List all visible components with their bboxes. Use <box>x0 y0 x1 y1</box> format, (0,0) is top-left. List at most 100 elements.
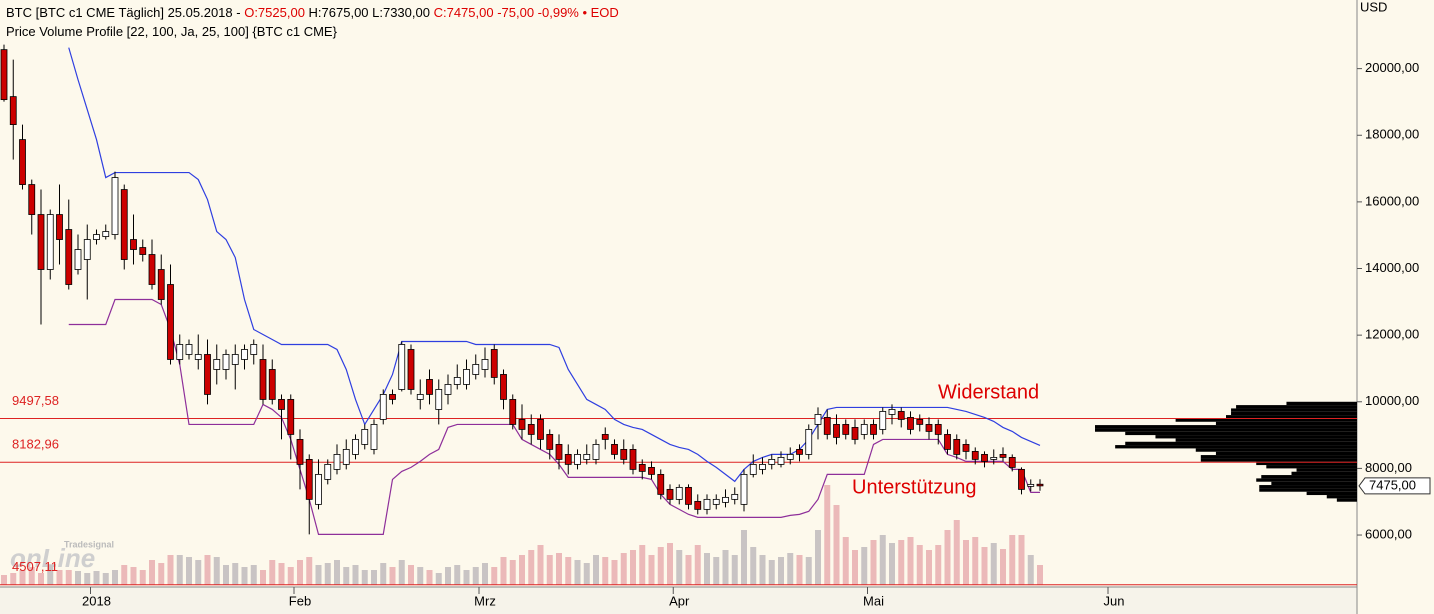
volume-bar <box>990 543 997 585</box>
hline-label: 9497,58 <box>12 393 59 408</box>
candle-body <box>463 369 470 385</box>
volume-bar <box>694 545 701 585</box>
y-unit: USD <box>1360 0 1387 14</box>
volume-bar <box>759 555 766 585</box>
volume-bar <box>805 557 812 585</box>
volume-profile-bar <box>1200 458 1357 462</box>
volume-bar <box>620 553 627 585</box>
candle-body <box>167 284 174 360</box>
volume-bar <box>852 550 858 585</box>
candle-body <box>518 419 526 430</box>
volume-profile-bar <box>1336 498 1357 502</box>
volume-bar <box>269 560 276 585</box>
candle-body <box>0 49 8 101</box>
volume-bar <box>944 530 951 585</box>
volume-bar <box>75 571 81 585</box>
volume-bar <box>1 575 7 585</box>
candle-body <box>250 344 258 355</box>
logo-brand: Tradesignal <box>64 539 114 549</box>
volume-profile-bar <box>1259 488 1357 492</box>
volume-bar <box>1027 555 1034 585</box>
candle-body <box>157 269 165 300</box>
volume-bar <box>926 550 932 585</box>
volume-bar <box>907 537 914 585</box>
volume-bar <box>463 570 470 585</box>
volume-bar <box>639 545 646 585</box>
volume-profile-bar <box>1306 491 1357 496</box>
volume-profile-bar <box>1326 495 1357 499</box>
candle-body <box>870 424 877 435</box>
volume-bar <box>435 573 442 585</box>
candle-body <box>925 424 933 432</box>
volume-bar <box>574 560 581 585</box>
y-tick-label: 6000,00 <box>1365 526 1412 541</box>
candle-body <box>546 434 554 450</box>
candle-body <box>657 473 665 495</box>
candle-body <box>703 498 711 510</box>
candle-body <box>370 424 378 450</box>
volume-bar <box>889 543 895 585</box>
candle-body <box>130 239 137 250</box>
candle-body <box>731 493 739 500</box>
volume-profile-bar <box>1125 441 1357 446</box>
candle-body <box>65 229 73 285</box>
candle-body <box>361 429 369 445</box>
volume-bar <box>630 550 636 585</box>
volume-bar <box>731 555 738 585</box>
volume-bar <box>565 557 572 585</box>
volume-bar <box>176 555 183 585</box>
volume-bar <box>65 570 72 585</box>
candle-body <box>444 384 452 395</box>
candle-body <box>712 498 720 505</box>
volume-bar <box>380 563 387 585</box>
volume-bar <box>389 567 396 585</box>
volume-bar <box>1018 535 1025 585</box>
y-tick-label: 10000,00 <box>1365 393 1419 408</box>
volume-bar <box>482 563 488 585</box>
candle-body <box>102 231 110 237</box>
y-tick-label: 14000,00 <box>1365 260 1419 275</box>
header-part: H:7675,00 L:7330,00 <box>308 5 434 20</box>
volume-profile-bar <box>1095 425 1357 429</box>
candle-body <box>768 459 776 465</box>
candle-body <box>204 354 211 395</box>
volume-bar <box>491 567 498 585</box>
candle-body <box>315 473 322 505</box>
volume-bar <box>93 571 100 585</box>
candle-body <box>472 364 480 375</box>
x-tick-label: Mrz <box>474 593 496 608</box>
candle-body <box>981 454 988 462</box>
volume-bar <box>28 567 35 585</box>
volume-bar <box>112 570 118 585</box>
volume-profile-bar <box>1231 408 1357 412</box>
candle-body <box>296 439 304 465</box>
candle-body <box>1008 457 1016 468</box>
candle-body <box>555 444 563 460</box>
volume-bar <box>84 573 91 585</box>
volume-bar <box>287 567 294 585</box>
x-tick-label: Apr <box>669 593 690 608</box>
volume-bar <box>528 550 535 585</box>
candle-body <box>823 417 831 435</box>
volume-bar <box>879 535 886 585</box>
candle-body <box>222 354 230 370</box>
volume-bar <box>408 565 414 585</box>
candle-body <box>537 419 544 440</box>
candle-body <box>592 444 600 460</box>
candle-body <box>971 451 979 460</box>
volume-bar <box>685 555 692 585</box>
volume-bar <box>306 557 313 585</box>
volume-bar <box>741 530 747 585</box>
volume-profile-bar <box>1256 478 1357 482</box>
volume-bar <box>139 570 146 585</box>
candle-body <box>916 419 924 425</box>
band-line <box>68 298 1040 535</box>
candle-body <box>851 427 859 440</box>
volume-bar <box>167 555 174 585</box>
candle-body <box>120 189 128 260</box>
volume-bar <box>972 537 979 585</box>
volume-bar <box>472 567 479 585</box>
volume-bar <box>509 560 516 585</box>
candle-body <box>500 374 507 400</box>
